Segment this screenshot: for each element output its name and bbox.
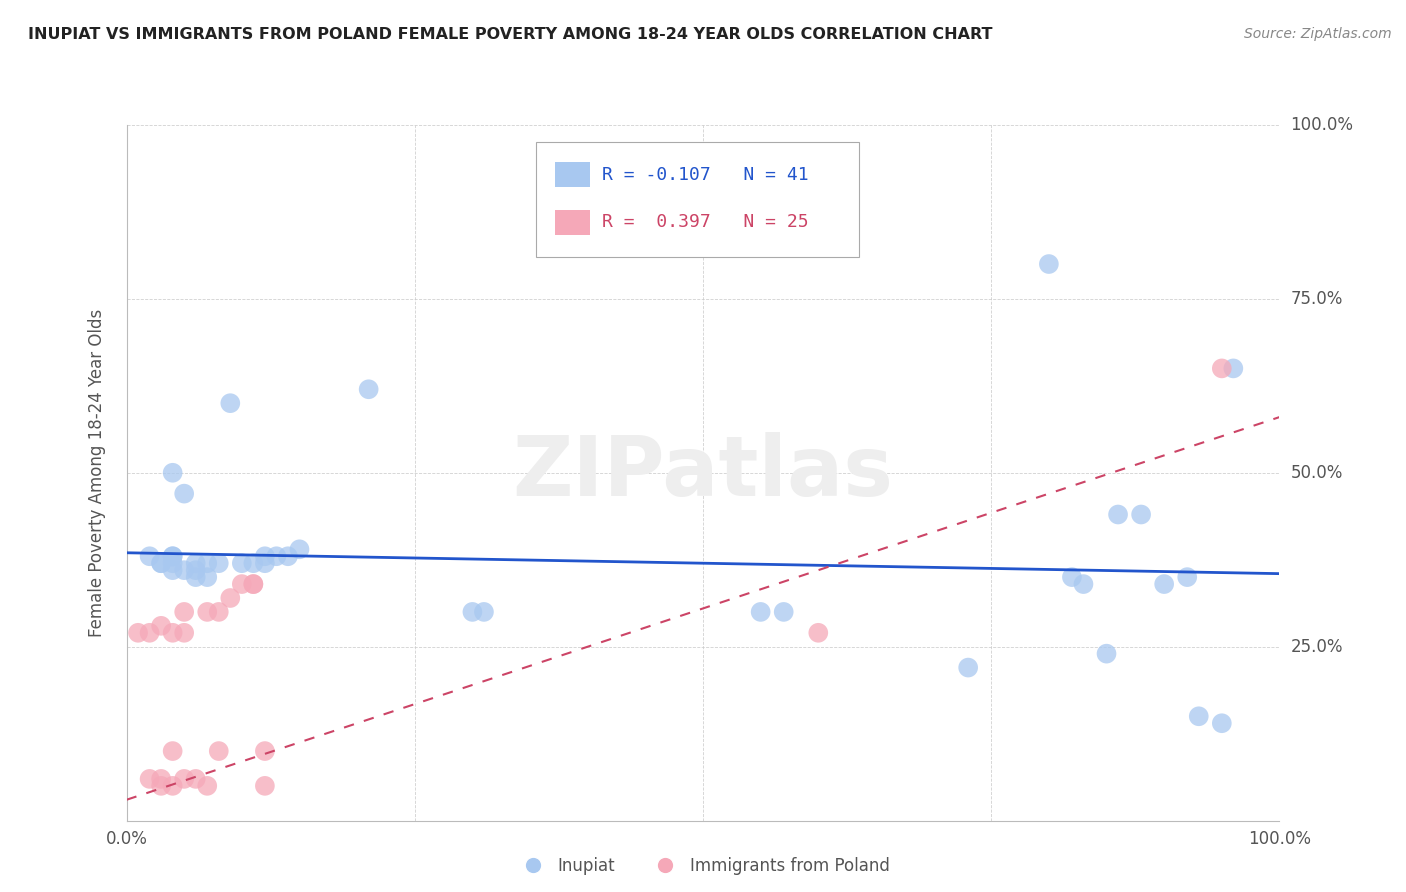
- Point: [1073, 577, 1095, 591]
- Point: [173, 772, 195, 786]
- Point: [461, 605, 484, 619]
- Point: [162, 549, 184, 564]
- Point: [807, 625, 830, 640]
- Point: [1188, 709, 1211, 723]
- Point: [277, 549, 299, 564]
- Point: [138, 772, 160, 786]
- Point: [173, 563, 195, 577]
- Point: [162, 563, 184, 577]
- Point: [1211, 716, 1233, 731]
- Point: [1107, 508, 1129, 522]
- Point: [1175, 570, 1198, 584]
- Point: [1153, 577, 1175, 591]
- Point: [195, 605, 218, 619]
- Point: [150, 779, 173, 793]
- Point: [150, 556, 173, 570]
- Point: [208, 744, 231, 758]
- Point: [749, 605, 772, 619]
- Point: [195, 570, 218, 584]
- Point: [253, 779, 276, 793]
- Point: [162, 549, 184, 564]
- Point: [472, 605, 495, 619]
- Y-axis label: Female Poverty Among 18-24 Year Olds: Female Poverty Among 18-24 Year Olds: [87, 309, 105, 637]
- FancyBboxPatch shape: [536, 142, 859, 257]
- Point: [1095, 647, 1118, 661]
- Point: [195, 779, 218, 793]
- Point: [150, 772, 173, 786]
- Text: R =  0.397   N = 25: R = 0.397 N = 25: [602, 213, 808, 231]
- Point: [1130, 508, 1153, 522]
- Point: [173, 486, 195, 500]
- Point: [184, 556, 207, 570]
- Point: [253, 556, 276, 570]
- Point: [184, 570, 207, 584]
- Point: [253, 744, 276, 758]
- Text: R = -0.107   N = 41: R = -0.107 N = 41: [602, 166, 808, 184]
- Point: [1211, 361, 1233, 376]
- Legend: Inupiat, Immigrants from Poland: Inupiat, Immigrants from Poland: [509, 851, 897, 882]
- Point: [184, 772, 207, 786]
- Point: [253, 549, 276, 564]
- Point: [150, 619, 173, 633]
- Point: [772, 605, 794, 619]
- Point: [138, 625, 160, 640]
- Point: [127, 625, 149, 640]
- Point: [1222, 361, 1244, 376]
- Point: [231, 556, 253, 570]
- Point: [242, 556, 264, 570]
- Bar: [555, 210, 591, 235]
- Text: 25.0%: 25.0%: [1291, 638, 1343, 656]
- Point: [242, 577, 264, 591]
- Text: 75.0%: 75.0%: [1291, 290, 1343, 308]
- Point: [266, 549, 288, 564]
- Text: 50.0%: 50.0%: [1291, 464, 1343, 482]
- Text: INUPIAT VS IMMIGRANTS FROM POLAND FEMALE POVERTY AMONG 18-24 YEAR OLDS CORRELATI: INUPIAT VS IMMIGRANTS FROM POLAND FEMALE…: [28, 27, 993, 42]
- Point: [1038, 257, 1060, 271]
- Point: [195, 556, 218, 570]
- Point: [208, 556, 231, 570]
- Point: [1060, 570, 1083, 584]
- Point: [242, 577, 264, 591]
- Point: [162, 744, 184, 758]
- Text: ZIPatlas: ZIPatlas: [513, 433, 893, 513]
- Point: [184, 563, 207, 577]
- Point: [162, 556, 184, 570]
- Point: [231, 577, 253, 591]
- Bar: [555, 162, 591, 187]
- Point: [162, 466, 184, 480]
- Point: [219, 396, 242, 410]
- Point: [208, 605, 231, 619]
- Text: 100.0%: 100.0%: [1291, 116, 1354, 134]
- Point: [138, 549, 160, 564]
- Text: Source: ZipAtlas.com: Source: ZipAtlas.com: [1244, 27, 1392, 41]
- Point: [219, 591, 242, 605]
- Point: [288, 542, 311, 557]
- Point: [957, 660, 980, 674]
- Point: [357, 382, 380, 396]
- Point: [173, 605, 195, 619]
- Point: [150, 556, 173, 570]
- Point: [162, 625, 184, 640]
- Point: [173, 625, 195, 640]
- Point: [162, 779, 184, 793]
